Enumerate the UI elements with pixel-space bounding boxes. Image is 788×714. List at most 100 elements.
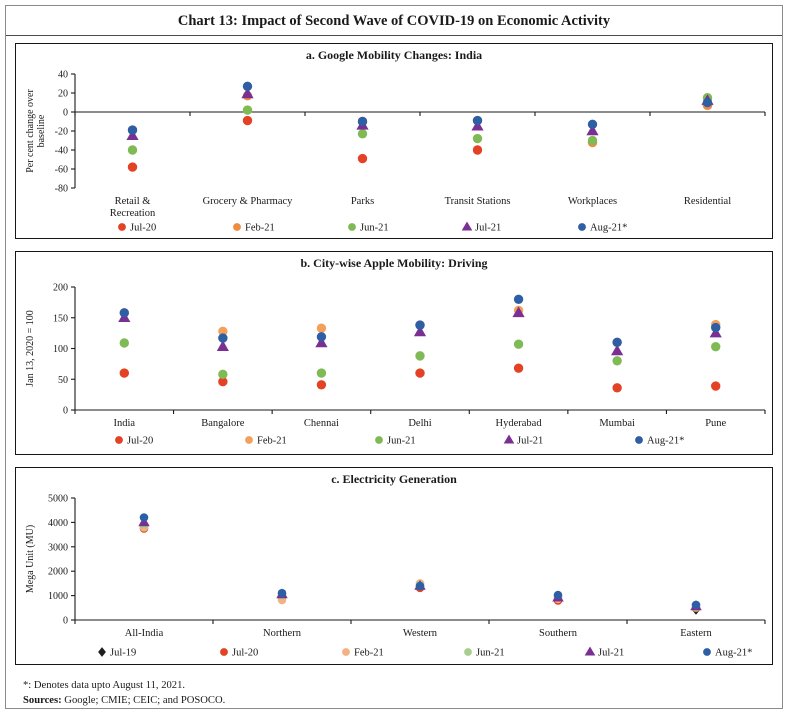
panel-c-ytick-labels: 5000 4000 3000 2000 1000 0	[48, 494, 68, 627]
panel-c-chart: 5000 4000 3000 2000 1000 0 Mega Unit (MU) All-I…	[25, 494, 766, 659]
svg-text:100: 100	[53, 344, 68, 355]
category-label: Chennai	[304, 418, 339, 429]
panel-a-legend: Jul-20 Feb-21 Jun-21 Jul-21 Aug-21*	[118, 221, 627, 234]
svg-text:-40: -40	[55, 146, 68, 157]
svg-text:Jul-21: Jul-21	[598, 648, 624, 659]
svg-text:Jul-21: Jul-21	[475, 223, 501, 234]
panel-a-ytick-labels: 40 20 0 -20 -40 -60 -80	[55, 70, 68, 195]
category-label: Parks	[351, 196, 374, 207]
svg-text:20: 20	[58, 89, 68, 100]
legend-entry-Aug-21*: Aug-21*	[703, 648, 752, 659]
series-Aug-21*	[119, 294, 721, 348]
panel-a-y-axis-label: baseline	[36, 114, 47, 147]
category-label: Residential	[684, 196, 731, 207]
category-label: Grocery & Pharmacy	[203, 196, 294, 207]
svg-text:Jul-21: Jul-21	[517, 436, 543, 447]
series-Feb-21	[127, 91, 713, 148]
svg-text:Jul-20: Jul-20	[232, 648, 258, 659]
category-label: Pune	[705, 418, 726, 429]
svg-text:Feb-21: Feb-21	[245, 223, 275, 234]
series-Feb-21	[139, 522, 701, 612]
series-Jun-21	[127, 93, 713, 155]
panel-a-axes	[71, 73, 766, 189]
svg-text:-60: -60	[55, 165, 68, 176]
svg-text:Jul-20: Jul-20	[127, 436, 153, 447]
svg-text:Aug-21*: Aug-21*	[590, 223, 627, 234]
category-label: Southern	[539, 628, 578, 639]
legend-entry-Jul-20: Jul-20	[220, 648, 258, 659]
svg-text:Jun-21: Jun-21	[476, 648, 505, 659]
sources-label: Sources:	[23, 695, 62, 706]
panel-b-legend: Jul-20 Feb-21 Jun-21 Jul-21 Aug-21*	[115, 434, 684, 447]
svg-text:40: 40	[58, 70, 68, 81]
svg-text:50: 50	[58, 375, 68, 386]
svg-text:Jun-21: Jun-21	[387, 436, 416, 447]
svg-text:Jul-19: Jul-19	[110, 648, 136, 659]
series-Jul-21	[118, 306, 722, 356]
legend-entry-Jul-21: Jul-21	[503, 434, 543, 447]
svg-text:0: 0	[63, 616, 68, 627]
svg-text:Aug-21*: Aug-21*	[715, 648, 752, 659]
category-label: Recreation	[110, 208, 156, 219]
series-Jul-20	[139, 524, 701, 613]
panel-google-mobility: a. Google Mobility Changes: India 40 20 0 -…	[15, 43, 773, 239]
series-Jun-21	[139, 520, 701, 612]
panel-a-title: a. Google Mobility Changes: India	[305, 48, 483, 62]
svg-text:3000: 3000	[48, 542, 68, 553]
panel-b-title: b. City-wise Apple Mobility: Driving	[300, 256, 488, 270]
legend-entry-Feb-21: Feb-21	[245, 436, 287, 447]
svg-text:0: 0	[63, 406, 68, 417]
page-title: Chart 13: Impact of Second Wave of COVID…	[177, 13, 611, 29]
panel-b-axes	[71, 286, 766, 414]
panel-a-y-axis-label: Per cent change over	[25, 89, 36, 173]
category-label: Eastern	[680, 628, 712, 639]
title-divider	[6, 35, 782, 36]
panel-c-axes	[71, 497, 766, 624]
category-label: Bangalore	[201, 418, 244, 429]
svg-text:-20: -20	[55, 127, 68, 138]
legend-entry-Jul-21: Jul-21	[461, 221, 501, 234]
legend-entry-Jul-19: Jul-19	[98, 647, 136, 659]
panel-b-y-axis-label: Jan 13, 2020 = 100	[25, 310, 36, 386]
footnote-text: *: Denotes data upto August 11, 2021.	[23, 680, 186, 691]
category-label: Mumbai	[599, 418, 635, 429]
sources-text: Google; CMIE; CEIC; and POSOCO.	[61, 695, 226, 706]
series-Jun-21	[119, 338, 721, 380]
sources-line: Sources: Google; CMIE; CEIC; and POSOCO.	[23, 693, 765, 708]
category-label: Workplaces	[568, 196, 617, 207]
svg-text:5000: 5000	[48, 494, 68, 505]
legend-entry-Feb-21: Feb-21	[233, 223, 275, 234]
category-label: Western	[403, 628, 438, 639]
series-Aug-21*	[139, 513, 701, 610]
footnote-block: *: Denotes data upto August 11, 2021. So…	[15, 677, 773, 708]
series-Jul-21	[138, 516, 702, 611]
legend-entry-Feb-21: Feb-21	[342, 648, 384, 659]
panel-c-y-axis-label: Mega Unit (MU)	[25, 525, 36, 593]
category-label: India	[113, 418, 135, 429]
legend-entry-Aug-21*: Aug-21*	[578, 223, 627, 234]
legend-entry-Jul-21: Jul-21	[584, 646, 624, 659]
series-Aug-21*	[127, 81, 713, 135]
panel-c-legend: Jul-19 Jul-20 Feb-21 Jun-21 Jul-21 Aug-21*	[98, 646, 752, 659]
svg-text:Feb-21: Feb-21	[257, 436, 287, 447]
figure-frame: Chart 13: Impact of Second Wave of COVID…	[5, 5, 783, 709]
svg-text:Jul-20: Jul-20	[130, 223, 156, 234]
category-label: Transit Stations	[445, 196, 511, 207]
legend-entry-Jun-21: Jun-21	[348, 223, 389, 234]
series-Jul-19	[139, 518, 701, 615]
panel-b-chart: 200 150 100 50 0 Jan 13, 2020 = 100 India Banga…	[25, 283, 766, 447]
series-Jul-20	[127, 100, 713, 172]
panel-b-ytick-labels: 200 150 100 50 0	[53, 283, 68, 417]
svg-text:0: 0	[63, 108, 68, 119]
category-label: Delhi	[408, 418, 431, 429]
panel-a-chart: 40 20 0 -20 -40 -60 -80 Per cent change over bas…	[25, 70, 766, 234]
svg-text:200: 200	[53, 283, 68, 294]
panel-c-title: c. Electricity Generation	[331, 472, 457, 486]
legend-entry-Aug-21*: Aug-21*	[635, 436, 684, 447]
category-label: All-India	[125, 628, 164, 639]
svg-text:Feb-21: Feb-21	[354, 648, 384, 659]
panel-electricity-generation: c. Electricity Generation 5000 4000 3000 20…	[15, 467, 773, 665]
svg-text:1000: 1000	[48, 591, 68, 602]
svg-text:Jun-21: Jun-21	[360, 223, 389, 234]
